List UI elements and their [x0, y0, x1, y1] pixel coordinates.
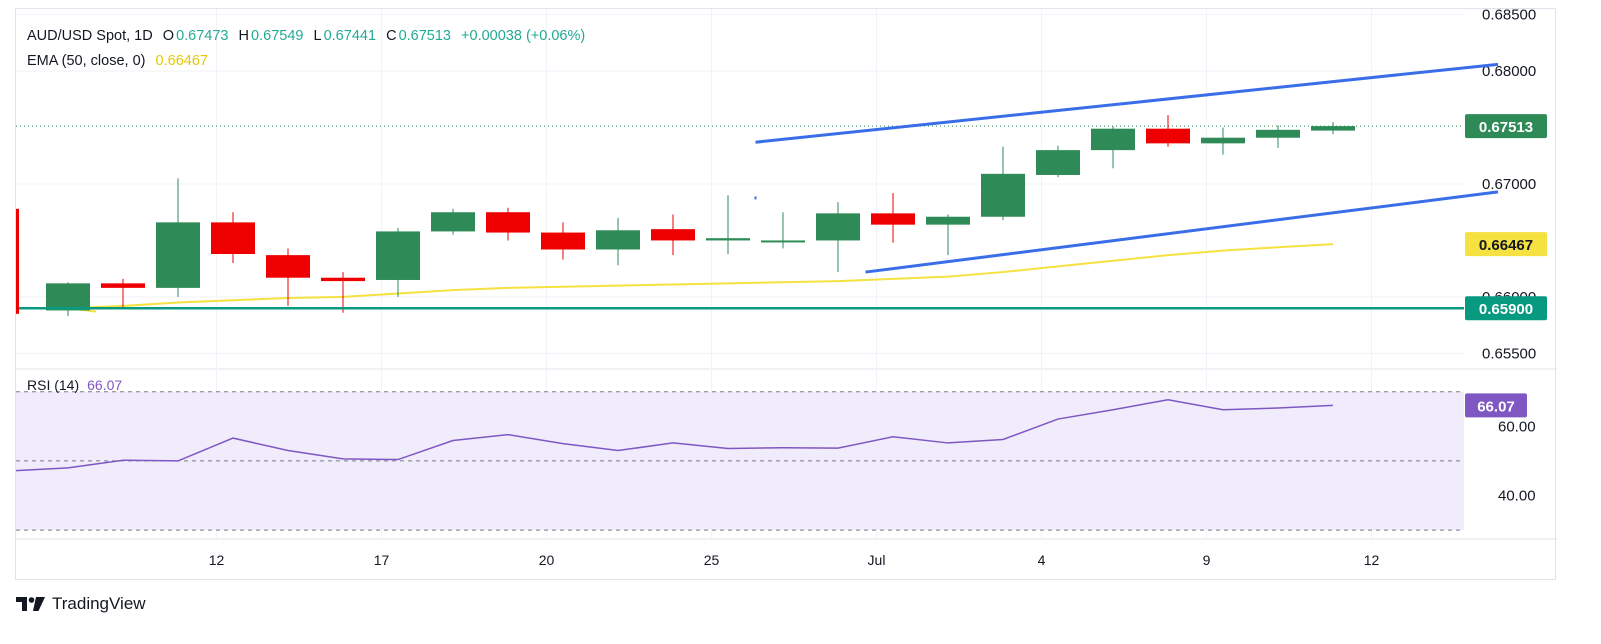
- channel-upper-line: [755, 62, 1499, 144]
- change-value: +0.00038 (+0.06%): [461, 28, 586, 44]
- candle-up: [1311, 126, 1355, 131]
- x-tick-label: 20: [539, 552, 555, 568]
- ema-line: [67, 243, 1334, 313]
- chart-canvas[interactable]: 12 17 20 25 Jul 4 9 12 0.68500 0.68000 0.67000 0.66…: [16, 9, 1557, 581]
- y-tick-label: 0.68500: [1482, 9, 1536, 24]
- x-tick-label: Jul: [868, 552, 886, 568]
- x-tick-label: 25: [704, 552, 720, 568]
- price-label-text: 0.67513: [1479, 119, 1533, 136]
- candle-up: [1201, 137, 1245, 144]
- price-label-text: 0.66467: [1479, 237, 1533, 254]
- candle-up: [376, 231, 420, 280]
- price-label-box: [1465, 296, 1547, 321]
- low-label: L: [313, 28, 322, 44]
- tradingview-logo-icon: [16, 597, 45, 611]
- x-tick-label: 17: [374, 552, 390, 568]
- ema-value: 0.66467: [155, 53, 208, 69]
- rsi-line: [16, 398, 1334, 472]
- ema-legend[interactable]: EMA (50, close, 0) 0.66467: [27, 53, 210, 69]
- price-label-box: [1465, 114, 1547, 139]
- open-value: 0.67473: [176, 28, 229, 44]
- x-tick-label: 9: [1203, 552, 1211, 568]
- price-label-box: [1465, 232, 1547, 257]
- candle-down: [101, 283, 145, 288]
- candle-up: [1091, 128, 1135, 151]
- low-value: 0.67441: [323, 28, 377, 44]
- brand-logo[interactable]: TradingView: [16, 594, 146, 614]
- candle-down: [211, 222, 255, 254]
- rsi-value: 66.07: [87, 377, 123, 393]
- brand-name: TradingView: [52, 594, 146, 613]
- candle-down: [266, 255, 310, 278]
- rsi-current-box: [1465, 393, 1527, 418]
- candle-up: [431, 212, 475, 232]
- candle-up: [1256, 129, 1300, 138]
- candle-down: [871, 213, 915, 225]
- rsi-label: RSI (14): [27, 377, 80, 393]
- rsi-current-text: 66.07: [1477, 398, 1515, 415]
- symbol-title[interactable]: AUD/USD Spot, 1D: [27, 28, 153, 44]
- x-tick-label: 4: [1038, 552, 1046, 568]
- y-tick-label: 0.67000: [1482, 176, 1536, 193]
- price-label-text: 0.65900: [1479, 301, 1533, 318]
- candle-up: [596, 230, 640, 250]
- rsi-legend[interactable]: RSI (14) 66.07: [27, 377, 122, 393]
- candle-up: [156, 222, 200, 288]
- candle-up: [981, 173, 1025, 217]
- open-label: O: [162, 28, 175, 44]
- close-label: C: [386, 28, 397, 44]
- candle-down: [1146, 128, 1190, 144]
- close-value: 0.67513: [398, 28, 451, 44]
- rsi-y-tick-label: 40.00: [1498, 488, 1536, 505]
- channel-lower-line: [865, 190, 1499, 274]
- candle-up: [1036, 150, 1080, 175]
- candle-down: [541, 232, 585, 250]
- chart-frame[interactable]: 12 17 20 25 Jul 4 9 12 0.68500 0.68000 0.67000 0.66…: [15, 8, 1557, 581]
- candle-down: [651, 229, 695, 241]
- candle-down: [321, 277, 365, 282]
- candle-up: [926, 216, 970, 225]
- high-value: 0.67549: [251, 28, 304, 44]
- candle-up: [761, 240, 805, 243]
- candle-up: [706, 238, 750, 241]
- high-label: H: [238, 28, 250, 44]
- candle-up: [46, 283, 90, 311]
- ohlc-legend: AUD/USD Spot, 1D O 0.67473 H 0.67549 L 0.67…: [27, 28, 587, 44]
- ema-label: EMA (50, close, 0): [27, 53, 146, 69]
- candle-down: [486, 212, 530, 233]
- rsi-y-tick-label: 60.00: [1498, 418, 1536, 435]
- x-tick-label: 12: [1364, 552, 1380, 568]
- candle-up: [816, 213, 860, 241]
- y-tick-label: 0.65500: [1482, 345, 1536, 362]
- x-tick-label: 12: [209, 552, 225, 568]
- left-edge-marker: [16, 208, 19, 314]
- y-tick-label: 0.68000: [1482, 63, 1536, 80]
